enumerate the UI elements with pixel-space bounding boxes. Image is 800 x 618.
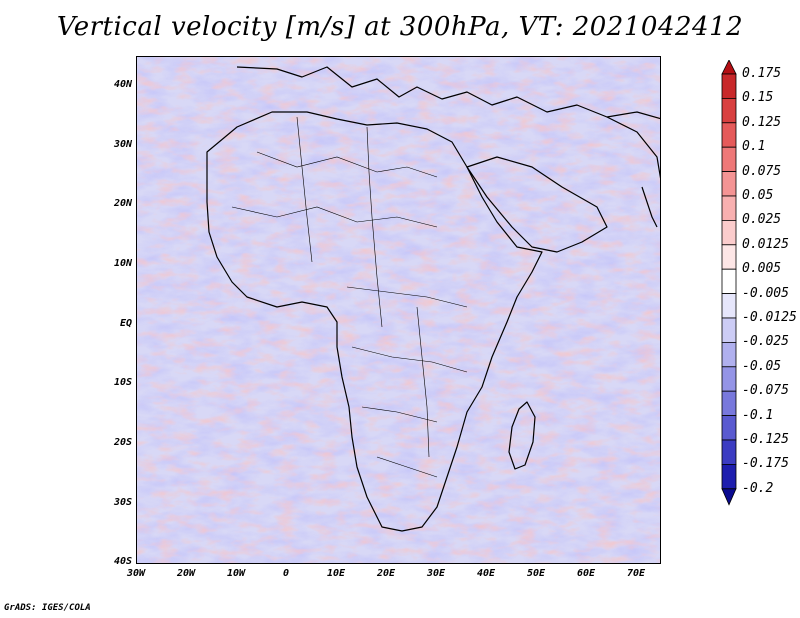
colorbar-level-label: 0.005 bbox=[742, 261, 782, 277]
lon-label-10w: 10W bbox=[226, 568, 246, 579]
vertical-velocity-field bbox=[137, 57, 660, 563]
lon-label-60e: 60E bbox=[576, 568, 596, 579]
lon-label-10e: 10E bbox=[326, 568, 346, 579]
colorbar-swatch bbox=[721, 171, 737, 197]
lat-label-eq: EQ bbox=[119, 318, 132, 329]
coastline-layer bbox=[206, 66, 660, 532]
colorbar-level-label: 0.15 bbox=[742, 90, 774, 106]
lat-label-10n: 10N bbox=[113, 258, 132, 269]
colorbar-max-arrow bbox=[721, 60, 737, 75]
colorbar-swatch bbox=[721, 439, 737, 465]
credit-text: GrADS: IGES/COLA bbox=[4, 603, 91, 613]
lat-label-20n: 20N bbox=[113, 198, 132, 209]
colorbar-swatch bbox=[721, 293, 737, 319]
colorbar-level-label: 0.025 bbox=[742, 212, 782, 228]
colorbar-swatch bbox=[721, 98, 737, 124]
lon-label-50e: 50E bbox=[526, 568, 546, 579]
colorbar-level-label: -0.2 bbox=[742, 480, 774, 496]
colorbar-swatch bbox=[721, 219, 737, 246]
europe-coastline bbox=[236, 66, 660, 120]
colorbar-swatch bbox=[721, 390, 737, 417]
lon-label-0: 0 bbox=[282, 568, 290, 579]
colorbar-level-label: -0.0125 bbox=[742, 310, 797, 325]
colorbar-swatch bbox=[721, 73, 737, 99]
map-title: Vertical velocity [m/s] at 300hPa, VT: 2… bbox=[56, 12, 744, 42]
colorbar-level-label: -0.175 bbox=[742, 456, 789, 472]
colorbar-swatch bbox=[721, 366, 737, 392]
colorbar-level-label: -0.05 bbox=[742, 358, 782, 374]
lon-label-20w: 20W bbox=[176, 568, 196, 579]
colorbar-level-label: 0.125 bbox=[742, 114, 782, 130]
country-borders bbox=[231, 116, 468, 478]
colorbar-swatch bbox=[721, 415, 737, 441]
colorbar-level-label: -0.005 bbox=[742, 285, 789, 301]
map-panel bbox=[136, 56, 661, 564]
colorbar-level-label: -0.025 bbox=[742, 334, 789, 350]
colorbar-swatch bbox=[721, 463, 737, 490]
colorbar-level-label: 0.05 bbox=[742, 188, 774, 203]
colorbar-swatch bbox=[721, 341, 737, 368]
colorbar-swatch bbox=[721, 317, 737, 343]
lat-label-10s: 10S bbox=[113, 377, 132, 388]
colorbar-level-label: -0.075 bbox=[742, 383, 789, 399]
india-coastline bbox=[606, 116, 660, 228]
colorbar-level-label: 0.175 bbox=[742, 66, 782, 81]
lon-label-40e: 40E bbox=[476, 568, 496, 579]
colorbar-level-label: 0.075 bbox=[742, 163, 782, 179]
colorbar-min-arrow bbox=[721, 488, 737, 506]
lon-label-70e: 70E bbox=[626, 568, 646, 579]
lat-label-40n: 40N bbox=[113, 79, 132, 90]
africa-coastline bbox=[206, 111, 543, 532]
lat-label-30s: 30S bbox=[113, 497, 132, 508]
lon-label-30w: 30W bbox=[126, 568, 146, 579]
colorbar bbox=[721, 60, 737, 506]
colorbar-swatch bbox=[721, 244, 737, 270]
colorbar-swatch bbox=[721, 195, 737, 221]
colorbar-swatch bbox=[721, 146, 737, 172]
colorbar-level-label: 0.0125 bbox=[742, 236, 789, 252]
lat-label-30n: 30N bbox=[113, 139, 132, 150]
colorbar-level-label: -0.1 bbox=[742, 407, 774, 423]
lon-label-30e: 30E bbox=[426, 568, 446, 579]
colorbar-level-label: 0.1 bbox=[742, 139, 766, 155]
colorbar-level-label: -0.125 bbox=[742, 432, 789, 447]
lat-label-20s: 20S bbox=[113, 437, 132, 448]
lon-label-20e: 20E bbox=[376, 568, 396, 579]
arabia-coastline bbox=[466, 156, 608, 253]
lat-label-40s: 40S bbox=[113, 556, 132, 567]
colorbar-swatch bbox=[721, 122, 737, 148]
madagascar-coastline bbox=[508, 401, 536, 470]
colorbar-swatch bbox=[721, 268, 737, 294]
